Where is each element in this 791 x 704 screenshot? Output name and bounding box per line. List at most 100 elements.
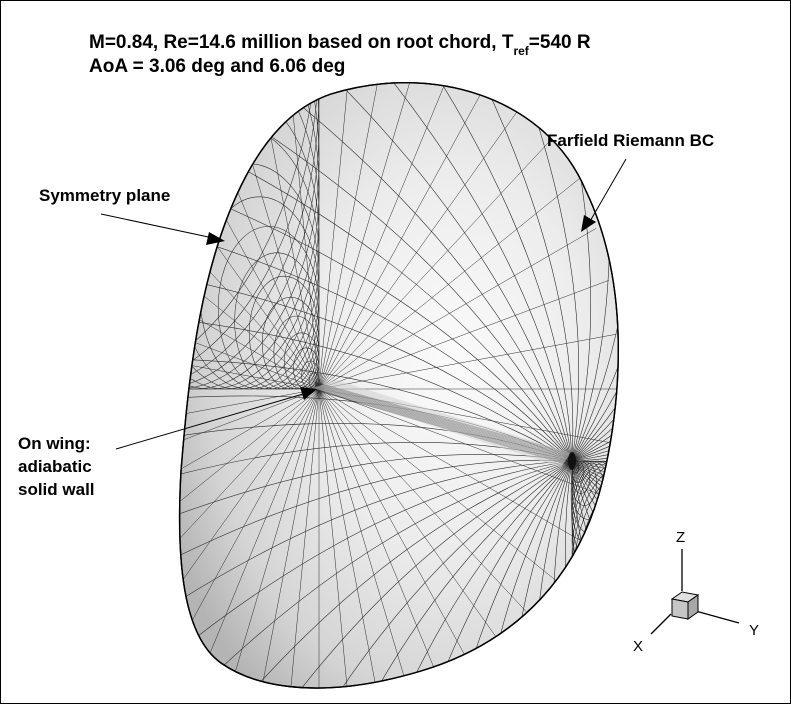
mesh-line	[179, 388, 320, 600]
symmetry-arrow	[100, 213, 225, 245]
mesh-line	[179, 460, 573, 661]
mesh-line	[571, 460, 619, 689]
mesh-line	[204, 93, 573, 462]
mesh-line	[571, 460, 619, 689]
mesh-line	[571, 460, 619, 689]
mesh-line	[241, 460, 573, 689]
mesh-line	[372, 82, 573, 462]
mesh-line	[553, 460, 619, 689]
dome-outline	[178, 82, 619, 689]
mesh-line	[571, 460, 619, 689]
mesh-line	[318, 388, 359, 689]
mesh-line	[470, 82, 580, 462]
mesh-line	[179, 82, 320, 390]
mesh-line	[318, 388, 558, 645]
mesh-line	[534, 460, 573, 689]
mesh-line	[318, 228, 597, 390]
mesh-line	[571, 460, 619, 689]
mesh-line	[179, 280, 320, 390]
mesh-line	[571, 82, 619, 462]
mesh-line	[179, 82, 320, 390]
mesh-line	[571, 460, 619, 689]
mesh-line	[571, 460, 619, 689]
mesh-line	[179, 388, 320, 689]
axis-y-label: Y	[749, 622, 759, 639]
axis-z-label: Z	[676, 529, 685, 546]
mesh-line	[318, 178, 579, 390]
mesh-line	[318, 388, 397, 689]
wing-label-line-1: On wing:	[18, 434, 91, 453]
mesh-line	[571, 460, 619, 689]
mesh-line	[571, 460, 619, 564]
mesh-line	[179, 82, 320, 390]
mesh-line	[571, 460, 619, 689]
axis-x-label: X	[633, 638, 643, 655]
mesh-line	[318, 388, 470, 689]
mesh-line	[506, 460, 573, 689]
farfield-arrow	[581, 158, 627, 232]
wing-label-line-2: adiabatic	[18, 457, 92, 476]
axis-triad	[650, 549, 740, 635]
mesh-line	[571, 460, 619, 682]
mesh-line	[318, 91, 532, 390]
mesh-line	[279, 82, 320, 390]
mesh-line	[179, 309, 573, 462]
mesh-line	[571, 460, 619, 650]
mesh-line	[179, 453, 573, 563]
mesh-line	[318, 388, 609, 498]
mesh-line	[318, 82, 397, 390]
mesh-line	[571, 460, 605, 520]
mesh-line	[179, 388, 320, 689]
title-line-1: M=0.84, Re=14.6 million based on root ch…	[89, 32, 591, 58]
mesh-line	[318, 388, 435, 689]
mesh-line	[203, 82, 320, 390]
mesh-line	[571, 460, 619, 689]
mesh-line	[179, 460, 573, 689]
mesh-line	[571, 460, 619, 689]
mesh-line	[571, 82, 619, 462]
mesh-line	[203, 388, 320, 689]
mesh-line	[564, 460, 619, 689]
mesh-line	[318, 133, 558, 390]
wing-surface	[313, 380, 571, 467]
mesh-line	[241, 388, 320, 689]
wing-tip-singularity	[568, 452, 576, 470]
mesh-line	[217, 226, 320, 390]
mesh-line	[571, 460, 619, 689]
mesh-line	[179, 82, 320, 390]
axis-cube	[670, 591, 700, 620]
mesh-line	[179, 82, 320, 390]
wing-arrow	[115, 387, 317, 450]
mesh-line	[318, 82, 359, 390]
wing-label-line-3: solid wall	[18, 480, 95, 499]
mesh-line	[179, 261, 573, 462]
mesh-line	[179, 82, 320, 390]
mesh-line	[241, 82, 320, 390]
mesh-line	[179, 388, 320, 645]
symmetry-label: Symmetry plane	[39, 186, 170, 205]
mesh-line	[179, 388, 320, 687]
mesh-line	[282, 460, 573, 689]
title-line-2: AoA = 3.06 deg and 6.06 deg	[89, 56, 345, 77]
mesh-line	[571, 460, 619, 689]
mesh-line	[571, 460, 619, 689]
mesh-line	[204, 460, 573, 689]
mesh-line	[199, 196, 320, 390]
mesh-line	[318, 388, 597, 550]
mesh-line	[318, 388, 579, 600]
farfield-label: Farfield Riemann BC	[547, 131, 714, 150]
mesh-line	[571, 82, 619, 462]
mesh-line	[326, 82, 573, 462]
mesh-line	[248, 276, 320, 390]
mesh-line	[241, 82, 573, 462]
mesh-line	[318, 82, 502, 390]
mesh-line	[179, 333, 320, 390]
mesh-line	[179, 82, 320, 390]
mesh-line	[179, 82, 320, 390]
mesh-line	[318, 280, 609, 390]
mesh-line	[279, 388, 320, 689]
mesh-line	[571, 82, 619, 462]
